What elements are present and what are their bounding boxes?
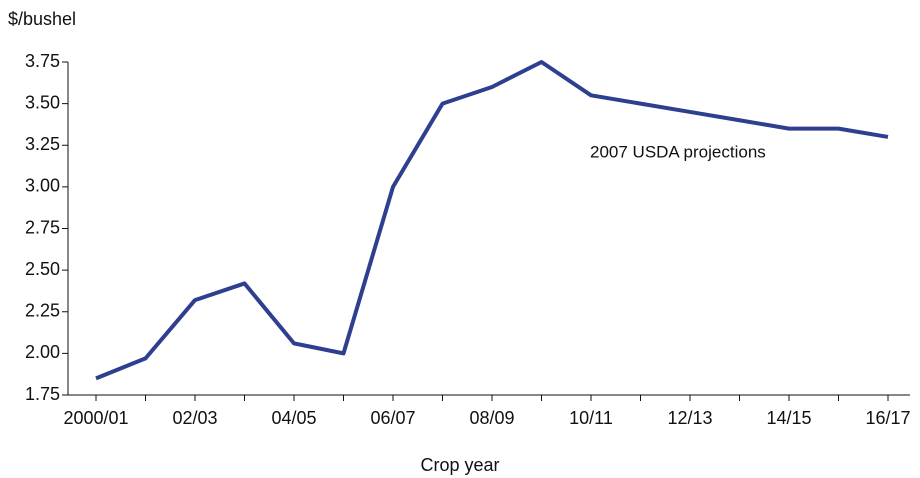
y-tick-label: 3.50 [25, 92, 60, 112]
y-tick-label: 3.75 [25, 51, 60, 71]
x-tick-label: 08/09 [469, 408, 514, 428]
data-line [95, 60, 889, 381]
x-tick-label: 12/13 [667, 408, 712, 428]
x-tick-label: 02/03 [172, 408, 217, 428]
x-tick-label: 10/11 [569, 408, 613, 428]
y-axis-label: $/bushel [8, 9, 76, 29]
x-tick-label: 04/05 [271, 408, 316, 428]
y-tick-label: 2.00 [25, 342, 60, 362]
y-tick-label: 1.75 [25, 384, 60, 404]
y-tick-label: 2.25 [25, 301, 60, 321]
y-tick-label: 3.25 [25, 134, 60, 154]
x-tick-label: 16/17 [865, 408, 910, 428]
y-tick-label: 2.50 [25, 259, 60, 279]
x-tick-label: 14/15 [766, 408, 811, 428]
y-tick-label: 2.75 [25, 217, 60, 237]
y-tick-label: 3.00 [25, 176, 60, 196]
x-tick-label: 06/07 [370, 408, 415, 428]
annotation: 2007 USDA projections [590, 142, 766, 161]
x-axis-label: Crop year [420, 455, 499, 475]
x-tick-label: 2000/01 [63, 408, 128, 428]
